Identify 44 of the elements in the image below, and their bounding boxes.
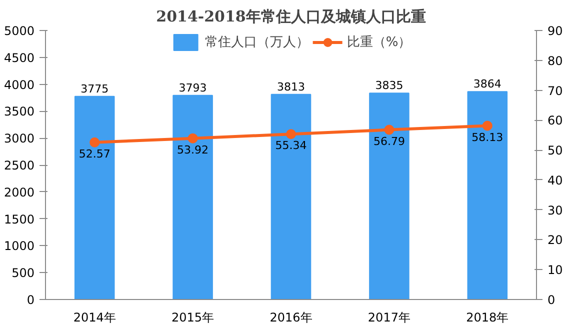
point: [286, 129, 296, 140]
y-tick-label: 3500: [4, 104, 35, 119]
point: [384, 124, 394, 135]
y-tick-label: 4000: [4, 78, 35, 92]
data-label: 55.34: [275, 139, 307, 152]
y2-tick-label: 0: [548, 293, 556, 307]
y-tick-label: 4500: [4, 50, 35, 65]
legend-label: 比重（%）: [346, 34, 412, 51]
data-label: 3813: [277, 80, 306, 94]
y-tick-label: 2000: [4, 185, 35, 200]
x-tick-label: 2018年: [466, 310, 509, 324]
x-tick-label: 2014年: [73, 310, 116, 324]
y2-tick-label: 70: [548, 84, 563, 98]
data-label: 3835: [375, 79, 404, 92]
y-tick-label: 1500: [4, 212, 35, 226]
y2-tick-label: 20: [548, 233, 563, 248]
data-label: 56.79: [373, 134, 405, 148]
y2-tick-label: 60: [548, 114, 563, 128]
point: [90, 137, 100, 148]
y-tick-label: 1000: [4, 239, 35, 254]
data-label: 3864: [473, 78, 502, 91]
y-tick-label: 0: [26, 293, 35, 307]
y-tick-label: 500: [12, 266, 34, 280]
chart-title: 2014-2018年常住人口及城镇人口比重: [156, 8, 426, 26]
legend-label: 常住人口（万人）: [204, 34, 309, 51]
y-tick-label: 5000: [4, 24, 35, 38]
data-label: 3775: [80, 82, 109, 96]
data-label: 52.57: [78, 147, 110, 160]
y2-tick-label: 80: [548, 54, 563, 68]
y-tick-label: 3000: [4, 132, 35, 146]
data-label: 53.92: [177, 143, 209, 156]
point: [188, 133, 198, 144]
y-tick-label: 2500: [4, 158, 35, 172]
y2-tick-label: 40: [548, 173, 563, 188]
x-tick-label: 2016年: [270, 310, 312, 324]
x-tick-label: 2015年: [172, 310, 214, 324]
point: [482, 120, 492, 131]
y2-tick-label: 90: [548, 24, 563, 38]
y2-tick-label: 10: [548, 263, 563, 278]
y2-tick-label: 30: [548, 203, 563, 218]
x-tick-label: 2017年: [368, 310, 410, 324]
data-label: 3793: [178, 81, 207, 94]
y2-tick-label: 50: [548, 144, 563, 158]
data-label: 58.13: [472, 130, 504, 144]
